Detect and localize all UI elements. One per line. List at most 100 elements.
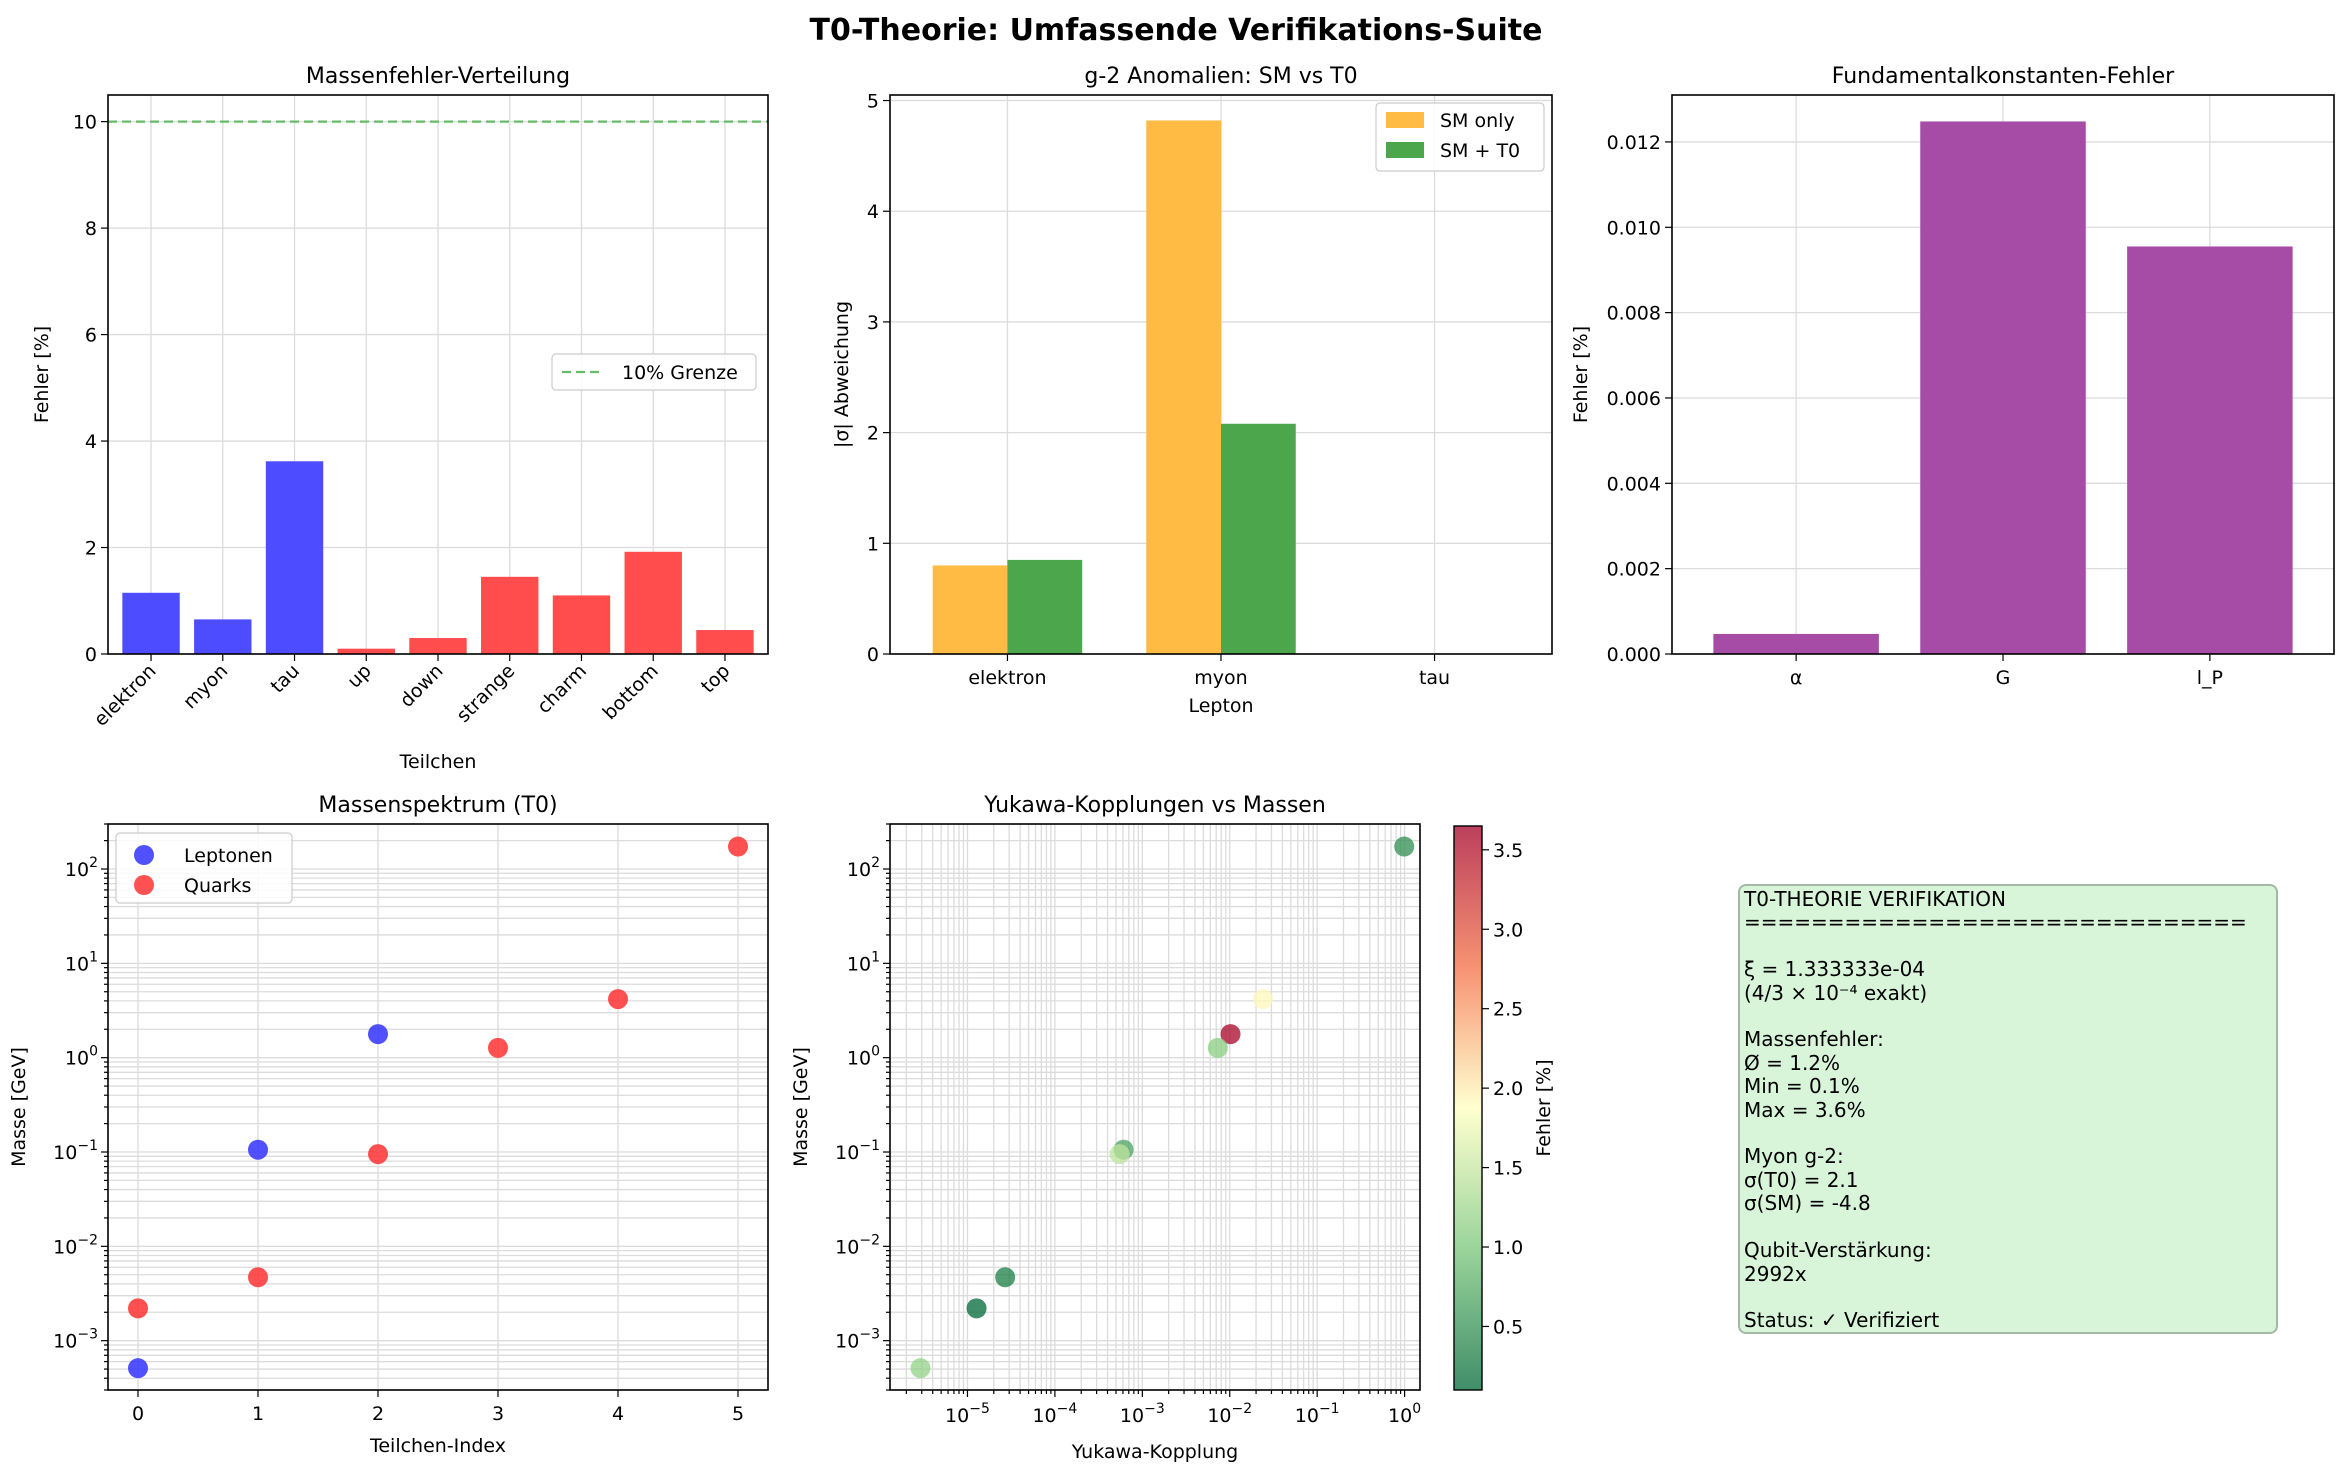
bar-myon: [194, 619, 252, 654]
summary-text: T0-THEORIE VERIFIKATION ================…: [1744, 887, 2247, 1333]
y-tick-label: 2: [867, 423, 879, 445]
y-axis-label: Fehler [%]: [31, 326, 53, 423]
x-tick-label: bottom: [599, 660, 663, 724]
legend: [551, 353, 757, 391]
bar-sm-t0-myon: [1221, 423, 1296, 654]
colorbar-tick-label: 3.5: [1493, 840, 1523, 862]
x-tick-label: 3: [492, 1403, 504, 1425]
y-tick-label: 0.006: [1607, 388, 1661, 410]
y-tick-label: 0.008: [1607, 303, 1661, 325]
legend-label: SM + T0: [1440, 140, 1520, 162]
legend-label: SM only: [1440, 110, 1515, 132]
bar-strange: [481, 576, 539, 654]
y-tick-label: 0: [85, 644, 97, 666]
y-axis-label: Masse [GeV]: [8, 1047, 30, 1167]
bar-tau: [265, 461, 324, 654]
tick-label: 10−1: [53, 1138, 98, 1164]
tick-label: 10−1: [835, 1138, 880, 1164]
bar-bottom: [624, 551, 682, 654]
axes-title: g-2 Anomalien: SM vs T0: [1084, 64, 1357, 89]
y-axis-label: Fehler [%]: [1570, 326, 1592, 423]
y-axis-label: Masse [GeV]: [790, 1047, 812, 1167]
bar-sm-only-elektron: [932, 565, 1008, 654]
tick-label: 10−2: [835, 1232, 880, 1258]
chart-mass-spectrum: 10−3 10−2 10−1 100 101 102 0 1 2 3 4 5 Massenspektru…: [8, 793, 769, 1457]
colorbar: [1453, 825, 1483, 1391]
y-tick-label: 0.012: [1607, 132, 1661, 154]
x-axis-label: Yukawa-Kopplung: [1071, 1441, 1239, 1463]
y-tick-label: 8: [85, 218, 97, 240]
colorbar-tick-label: 1.0: [1493, 1237, 1523, 1259]
bar-charm: [552, 595, 611, 654]
y-tick-label: 10: [73, 112, 97, 134]
y-tick-label: 0.000: [1607, 644, 1661, 666]
x-tick-label: myon: [179, 660, 232, 713]
axes-title: Massenspektrum (T0): [318, 793, 557, 818]
point-quarks: [608, 989, 628, 1010]
tick-label: 101: [65, 949, 98, 975]
x-axis-label: Teilchen: [399, 751, 477, 773]
yukawa-point: [1394, 836, 1415, 857]
legend-swatch: [134, 875, 154, 895]
x-tick-label: elektron: [968, 667, 1046, 689]
x-tick-label: 4: [612, 1403, 624, 1425]
legend-label: Leptonen: [184, 845, 273, 867]
x-tick-label: 5: [732, 1403, 744, 1425]
y-tick-label: 3: [867, 312, 879, 334]
chart-mass-error: 0 2 4 6 8 10 elektron myon tau up down strange charm…: [31, 64, 769, 773]
tick-label: 10−3: [53, 1327, 98, 1353]
point-quarks: [368, 1144, 388, 1165]
bar-sm-only-myon: [1146, 120, 1221, 654]
yukawa-point: [995, 1267, 1016, 1288]
axes-title: Yukawa-Kopplungen vs Massen: [983, 793, 1326, 818]
x-tick-label: myon: [1194, 667, 1247, 689]
y-tick-label: 2: [85, 538, 97, 560]
yukawa-point: [966, 1298, 987, 1319]
legend-swatch: [1386, 142, 1424, 158]
x-axis-label: Teilchen-Index: [369, 1435, 506, 1457]
colorbar-tick-label: 2.5: [1493, 999, 1523, 1021]
figure-title: T0-Theorie: Umfassende Verifikations-Sui…: [810, 13, 1543, 48]
x-tick-label: elektron: [90, 660, 161, 731]
colorbar-label: Fehler [%]: [1533, 1059, 1555, 1156]
x-tick-label: 1: [252, 1403, 264, 1425]
axes-title: Fundamentalkonstanten-Fehler: [1832, 64, 2175, 89]
yukawa-point: [910, 1358, 931, 1379]
y-tick-label: 0.010: [1607, 217, 1661, 239]
tick-label: 10−5: [945, 1401, 990, 1427]
bar-α: [1713, 633, 1879, 654]
tick-label: 100: [847, 1044, 880, 1070]
summary-box: [1738, 884, 2278, 1334]
x-tick-label: 2: [372, 1403, 384, 1425]
tick-label: 102: [847, 855, 880, 881]
y-tick-label: 1: [867, 533, 879, 555]
legend: [115, 832, 293, 904]
y-tick-label: 0.004: [1607, 473, 1661, 495]
colorbar-tick-label: 1.5: [1493, 1158, 1523, 1180]
point-quarks: [488, 1037, 508, 1058]
y-tick-label: 5: [867, 91, 879, 113]
x-axis-label: Lepton: [1188, 695, 1253, 717]
chart-yukawa-vs-mass: 10−5 10−4 10−3 10−2 10−1 100 10−3 10−2 10−1 100 10…: [790, 793, 1555, 1463]
y-axis-label: |σ| Abweichung: [831, 301, 853, 448]
y-tick-label: 4: [867, 201, 879, 223]
tick-label: 10−4: [1032, 1401, 1077, 1427]
bar-down: [409, 638, 467, 654]
point-quarks: [128, 1298, 148, 1319]
y-tick-label: 6: [85, 325, 97, 347]
legend-swatch: [1386, 112, 1424, 128]
legend-label: 10% Grenze: [622, 362, 738, 384]
tick-label: 10−3: [1120, 1401, 1165, 1427]
x-tick-label: α: [1790, 667, 1803, 689]
tick-label: 100: [65, 1044, 98, 1070]
yukawa-point: [1220, 1024, 1241, 1045]
point-leptonen: [128, 1358, 148, 1379]
yukawa-point: [1207, 1037, 1228, 1058]
x-tick-label: top: [697, 660, 735, 698]
x-tick-label: G: [1996, 667, 2011, 689]
axes-title: Massenfehler-Verteilung: [306, 64, 570, 89]
bar-top: [696, 630, 754, 654]
point-leptonen: [368, 1024, 388, 1045]
